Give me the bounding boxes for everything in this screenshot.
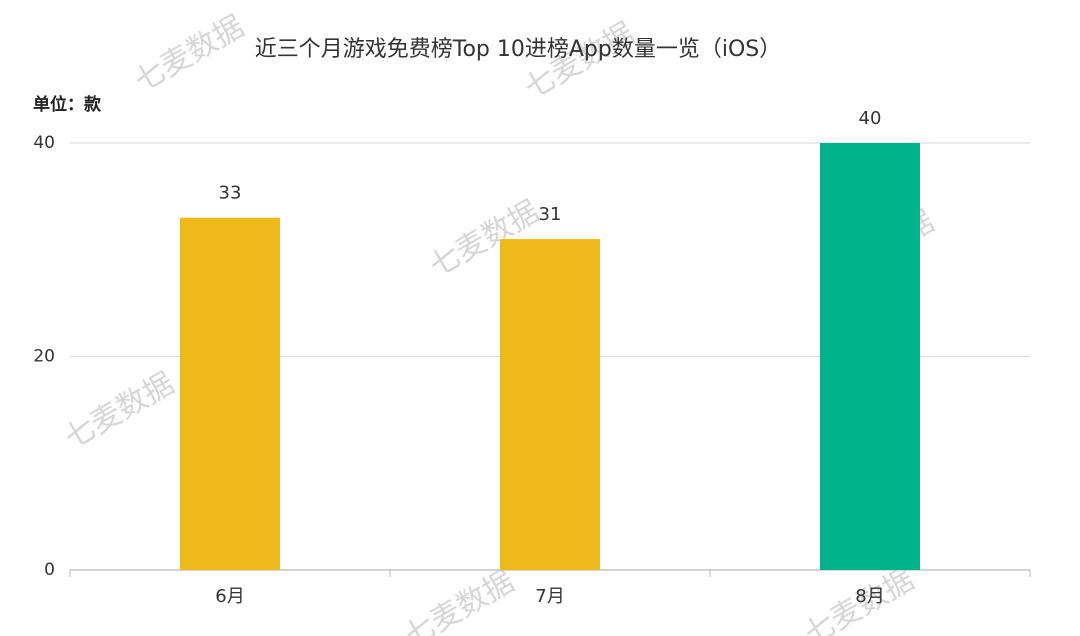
unit-label: 单位：款: [33, 94, 102, 115]
bar: [820, 143, 920, 570]
chart-title: 近三个月游戏免费榜Top 10进榜App数量一览（iOS）: [255, 37, 782, 62]
x-tick-label: 8月: [855, 586, 884, 607]
y-tick-label: 40: [33, 133, 55, 153]
value-label: 40: [859, 108, 882, 129]
x-tick-label: 6月: [215, 586, 244, 607]
value-label: 33: [219, 183, 242, 204]
y-tick-label: 20: [33, 347, 55, 367]
bar: [500, 239, 600, 570]
x-tick-label: 7月: [535, 586, 564, 607]
y-tick-label: 0: [44, 560, 55, 580]
bar: [180, 217, 280, 570]
watermark: 七麦数据: [399, 564, 520, 636]
watermark: 七麦数据: [59, 366, 180, 456]
watermark: 七麦数据: [129, 9, 250, 99]
value-label: 31: [539, 204, 562, 225]
